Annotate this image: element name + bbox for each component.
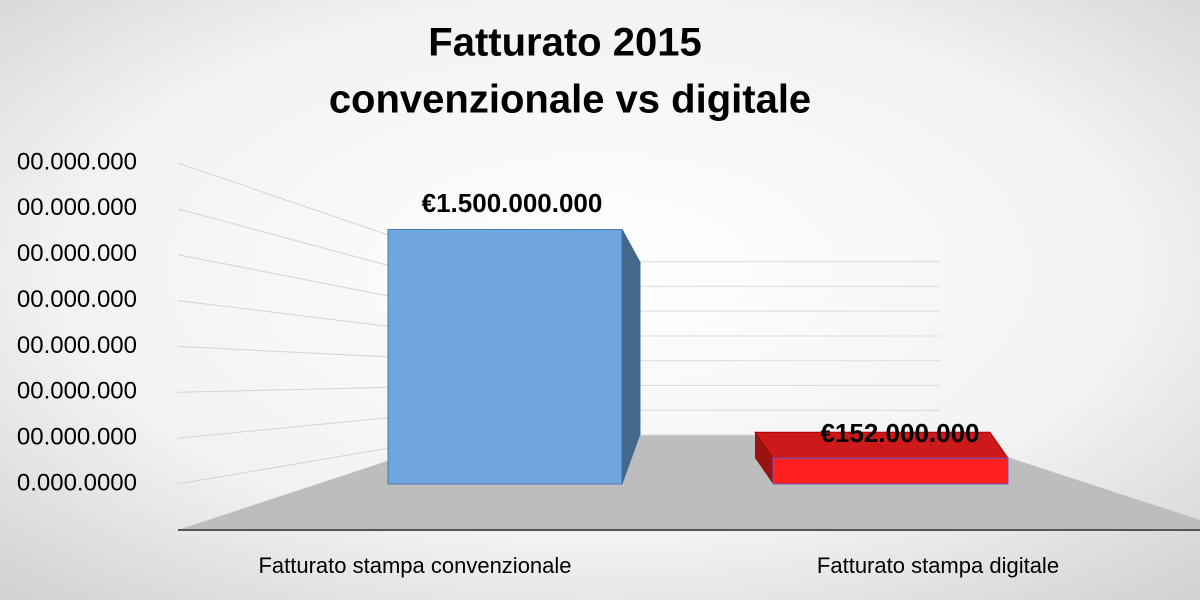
chart-title: Fatturato 2015: [428, 21, 701, 65]
y-tick-label: 00.000.000: [17, 194, 137, 221]
bar: [772, 457, 1009, 485]
y-tick-label: 0.000.0000: [17, 469, 137, 496]
y-tick-label: 00.000.000: [17, 148, 137, 175]
y-tick-label: 00.000.000: [17, 286, 137, 313]
value-label: €1.500.000.000: [422, 188, 603, 218]
y-tick-label: 00.000.000: [17, 378, 137, 405]
y-tick-label: 00.000.000: [17, 423, 137, 450]
bar-side: [755, 432, 773, 484]
bar: [387, 228, 623, 485]
y-tick-label: 00.000.000: [17, 332, 137, 359]
chart-title: convenzionale vs digitale: [329, 78, 811, 122]
y-tick-label: 00.000.000: [17, 240, 137, 267]
value-label: €152.000.000: [820, 418, 979, 448]
x-tick-label: Fatturato stampa digitale: [817, 553, 1059, 578]
x-tick-label: Fatturato stampa convenzionale: [258, 553, 571, 578]
bar-side: [621, 229, 641, 485]
